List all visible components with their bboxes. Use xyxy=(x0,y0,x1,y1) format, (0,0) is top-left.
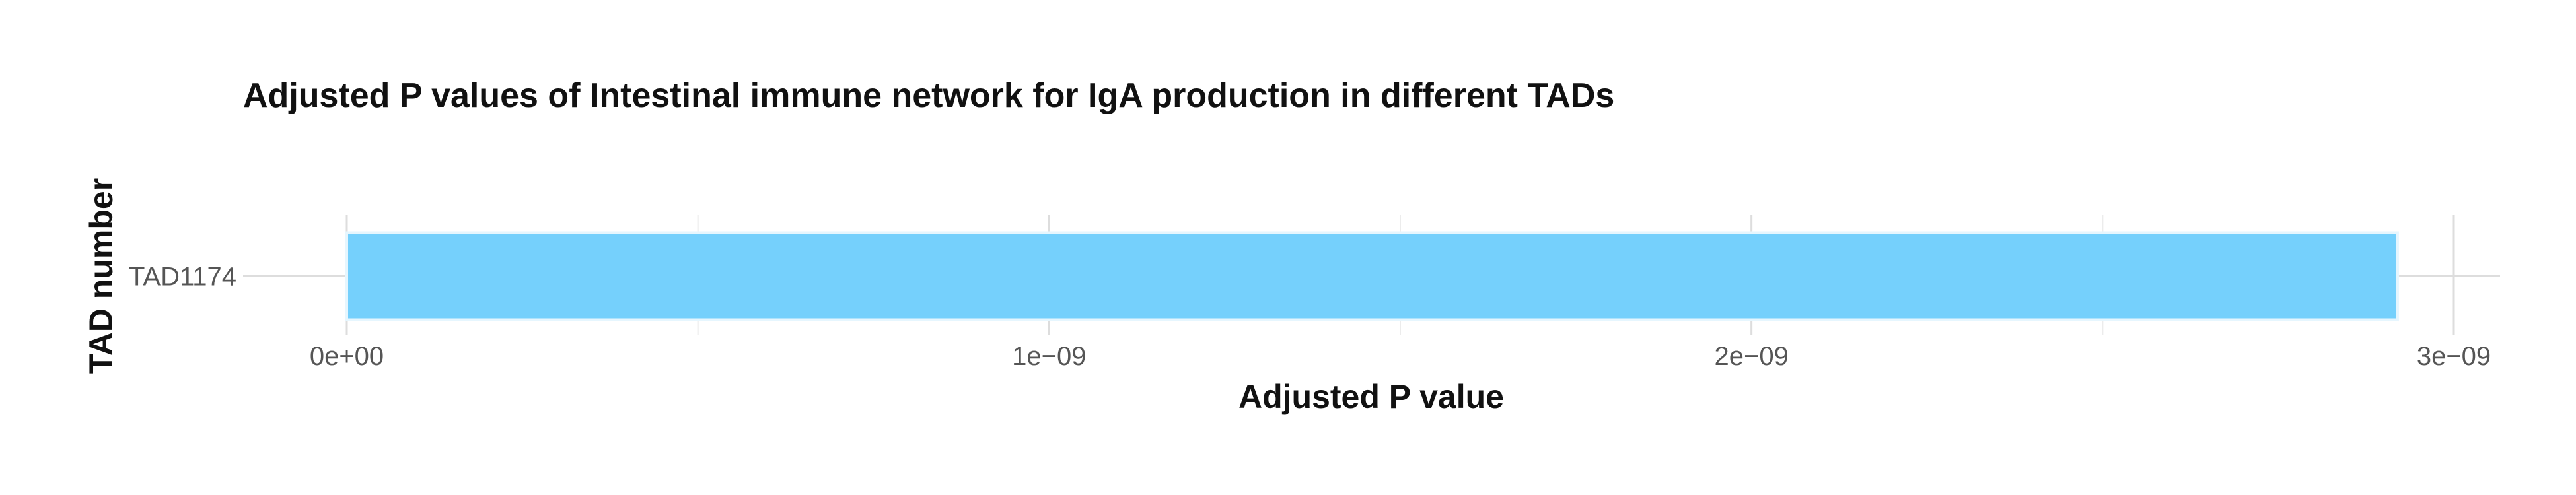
chart-title: Adjusted P values of Intestinal immune n… xyxy=(243,77,1614,115)
y-axis-title: TAD number xyxy=(83,178,120,374)
y-tick-label: TAD1174 xyxy=(129,263,236,292)
bars xyxy=(345,231,2399,321)
x-tick-label: 3e−09 xyxy=(2417,342,2491,371)
x-axis-ticks: 0e+00 1e−09 2e−09 3e−09 xyxy=(310,342,2491,371)
y-axis-ticks: TAD1174 xyxy=(129,263,236,292)
x-axis-title: Adjusted P value xyxy=(1238,378,1504,415)
x-tick-label: 0e+00 xyxy=(310,342,384,371)
x-tick-label: 1e−09 xyxy=(1012,342,1086,371)
x-tick-label: 2e−09 xyxy=(1714,342,1788,371)
bar-tad1174 xyxy=(345,231,2399,321)
